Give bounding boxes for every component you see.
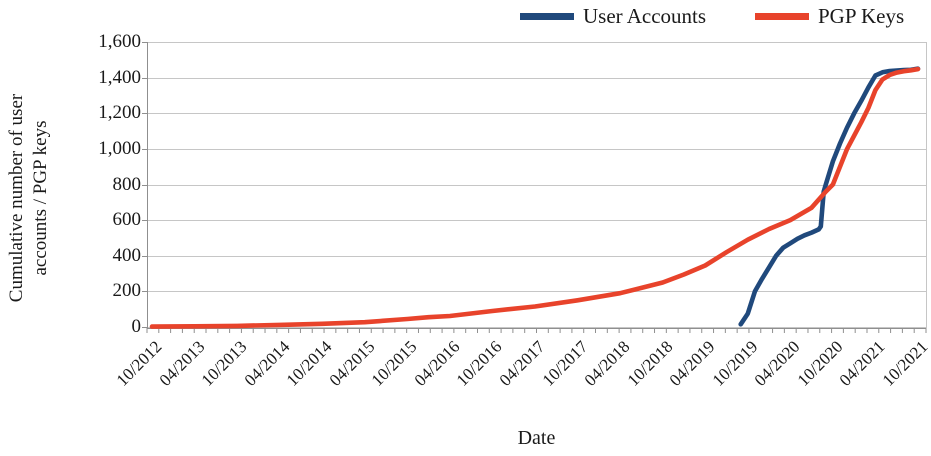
legend-label-user-accounts: User Accounts	[583, 3, 707, 28]
y-tick-label: 1,200	[98, 101, 141, 123]
y-tick-label: 1,400	[98, 66, 141, 88]
pgp-keys-line-swatch	[755, 12, 809, 20]
y-tick-label: 1,000	[98, 137, 141, 159]
y-tick-label: 0	[131, 315, 142, 337]
y-axis-title-line2: accounts / PGP keys	[30, 120, 51, 276]
y-tick-label: 200	[112, 279, 142, 301]
series-line-pgp-keys	[149, 66, 921, 329]
y-axis-title-line1: Cumulative number of user	[6, 93, 27, 303]
user-accounts-line-swatch	[520, 12, 574, 20]
y-axis-title: Cumulative number of user accounts / PGP…	[5, 33, 53, 363]
series-line-user-accounts	[738, 66, 921, 327]
y-tick-label: 600	[112, 208, 142, 230]
legend-item-pgp-keys: PGP Keys	[755, 4, 904, 28]
legend-item-user-accounts: User Accounts	[520, 4, 706, 28]
x-axis-title: Date	[517, 427, 556, 449]
y-tick-label: 400	[112, 244, 142, 266]
legend-label-pgp-keys: PGP Keys	[818, 3, 905, 28]
y-tick-label: 800	[112, 173, 142, 195]
y-tick-label: 1,600	[98, 30, 141, 52]
